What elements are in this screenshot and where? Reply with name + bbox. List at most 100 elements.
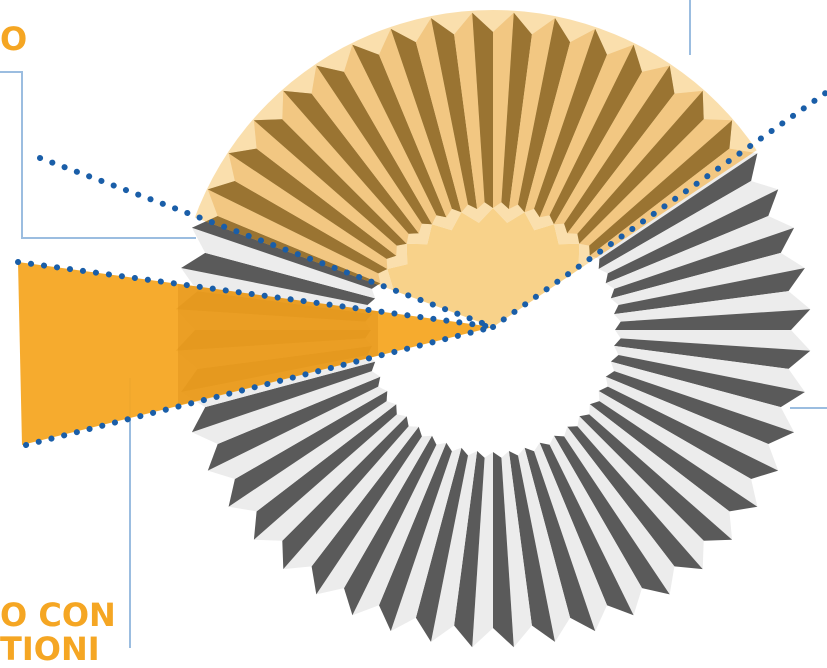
pleat-face-light [501,451,532,648]
pleat-face-dark [589,401,758,512]
pleat-face-light [564,426,675,595]
callout-line-top-left [0,71,196,239]
pleat-face-light [598,391,758,507]
pleat-face-dark [431,18,478,209]
pleat-face-dark [615,309,811,330]
toroid-hole-gold-section [371,208,615,327]
pleat-face-dark [614,268,805,315]
pleat-face-dark [352,44,447,218]
pleat-face-light [316,435,432,595]
pleat-face-dark [228,148,397,259]
pleat-face-light [577,416,704,570]
pleat-face-light [615,330,811,351]
pleat-face-dark [311,426,422,595]
label-bottom-fragment-line1: O CON [0,596,116,634]
pleat-face-light [431,451,478,642]
pleat-face-light [181,268,372,315]
pleat-face-light [539,44,634,218]
pleat-face-light [207,189,381,284]
pleat-face-light [579,119,733,246]
pleat-face-light [311,65,422,234]
label-bottom-fragment-line2: TIONI [0,630,100,668]
pleat-face-dark [344,435,437,616]
pleat-face-dark [501,12,532,210]
pleat-face-light [493,12,514,209]
pleat-face-dark [589,120,733,256]
pleat-face-dark [605,189,779,284]
pleat-face-dark [534,28,607,218]
pleat-face-light [379,28,452,218]
pleat-face-dark [567,426,703,570]
pleat-face-dark [253,404,397,540]
toroid-diagram [0,0,827,648]
pleat-face-dark [610,227,795,299]
pleat-face-light [282,90,409,244]
dotted-line-beam-bottom [23,324,496,448]
pleat-face-light [352,442,447,616]
pleat-face-dark [379,442,452,632]
pleat-face-light [390,447,462,632]
pleat-face-light [472,452,493,648]
pleat-face-dark [228,391,388,507]
pleat-face-light [610,361,795,433]
pleat-face-dark [598,386,779,479]
pleat-face-dark [253,119,407,246]
pleat-face-dark [524,447,596,632]
pleat-face-dark [472,12,493,209]
pleat-face-light [518,447,571,642]
pleat-face-light [191,227,376,299]
pleat-face-dark [598,153,758,269]
pleat-face-light [415,18,468,213]
pleat-face-dark [191,361,376,433]
pleat-face-light [605,216,795,289]
dotted-lines [15,89,827,448]
pleat-face-light [283,426,419,570]
dotted-line-right [490,89,827,330]
pleat-face-light [549,435,642,616]
pleat-face-light [554,65,670,225]
pleat-face-light [598,181,779,274]
pleat-face-dark [316,65,432,225]
pleat-face-dark [549,44,642,225]
pleat-face-light [614,291,811,322]
pleat-face-dark [605,371,795,444]
pleat-face-dark [539,442,634,616]
pleat-face-light [610,252,805,305]
pleat-face-dark [415,447,468,642]
beam-wedge [18,262,493,445]
pleat-face-light [344,44,437,225]
toroid [175,10,811,648]
pleat-face-dark [454,451,485,648]
pleat-face-light [524,28,596,213]
pleat-face-dark [564,65,675,234]
pleat-face-light [454,12,485,210]
pleat-face-dark [283,90,419,234]
pleat-face-dark [207,181,388,274]
pleat-face-light [228,153,388,269]
pleat-face-light [228,401,397,512]
pleat-face-dark [390,28,462,213]
pleat-face-dark [282,416,409,570]
label-top-fragment: O [0,20,28,58]
dotted-line-beam-top [15,259,496,330]
pleat-face-light [534,442,607,632]
pleat-face-light [253,120,397,256]
toroid-hole-gold [371,208,615,327]
callout-lines [0,0,827,648]
pleat-face-light [605,376,779,471]
pleat-face-light [253,414,407,541]
pleat-face-light [567,90,703,234]
pleat-face-light [508,18,555,209]
pleat-face-dark [518,18,571,213]
pleat-face-light [207,386,388,479]
pleat-face-dark [508,451,555,642]
pleat-face-dark [614,338,811,369]
pleat-face-dark [554,435,670,595]
pleat-face-dark [181,252,376,305]
pleat-face-dark [207,376,381,471]
pleat-face-dark [577,90,704,244]
dotted-line-upper [37,155,496,330]
pleat-face-dark [579,414,733,541]
pleat-face-light [191,371,381,444]
pleat-face-dark [493,452,514,648]
